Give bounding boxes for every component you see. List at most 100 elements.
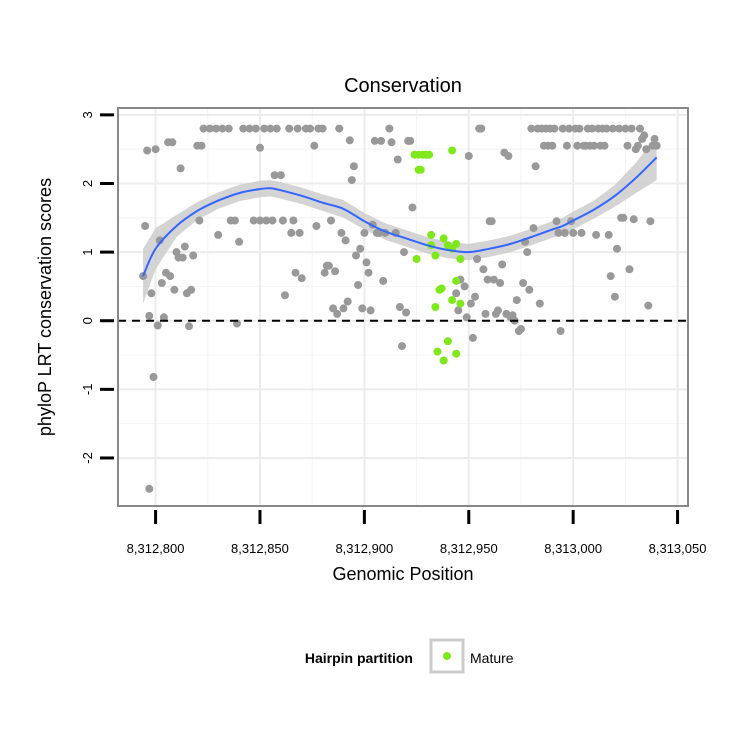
other-point	[489, 275, 498, 284]
other-point	[398, 342, 406, 351]
other-point	[366, 306, 375, 315]
trend-layer	[142, 156, 658, 277]
other-point	[310, 141, 319, 150]
other-point	[560, 228, 569, 237]
other-point	[347, 176, 356, 185]
other-point	[377, 136, 386, 145]
other-point	[498, 260, 507, 269]
other-point	[454, 306, 463, 315]
other-point	[159, 313, 168, 322]
x-tick-label: 8,312,850	[231, 541, 289, 556]
other-point	[554, 228, 563, 237]
y-tick-label: 2	[80, 180, 95, 187]
other-point	[452, 289, 461, 298]
other-point	[494, 306, 502, 315]
mature-points	[410, 146, 465, 365]
mature-point	[452, 349, 461, 358]
gridlines	[118, 108, 688, 506]
other-point	[602, 124, 611, 133]
other-point	[590, 141, 598, 150]
other-point	[523, 248, 532, 257]
other-point	[285, 124, 294, 133]
legend-title: Hairpin partition	[305, 650, 413, 666]
other-point	[141, 222, 150, 230]
other-point	[278, 216, 287, 225]
other-point	[289, 216, 298, 225]
other-point	[573, 141, 582, 150]
y-tick-label: -2	[80, 452, 95, 464]
y-tick-label: 0	[80, 317, 95, 324]
other-point	[268, 216, 277, 225]
other-point	[610, 292, 619, 301]
other-point	[519, 279, 528, 287]
other-point	[143, 146, 152, 155]
mature-point	[456, 255, 465, 263]
other-point	[272, 124, 281, 133]
mature-point	[439, 234, 448, 243]
other-point	[487, 217, 496, 226]
other-point	[260, 124, 269, 133]
other-point	[531, 162, 540, 171]
other-point	[214, 230, 223, 239]
other-point	[512, 296, 521, 305]
other-point	[550, 124, 559, 133]
other-point	[195, 216, 204, 225]
mature-point	[431, 303, 440, 311]
other-point	[496, 279, 505, 287]
mature-point	[416, 165, 425, 174]
mature-point	[452, 276, 461, 285]
other-point	[239, 124, 248, 133]
other-point	[629, 215, 638, 224]
y-tick-label: -1	[80, 384, 95, 396]
other-point	[527, 124, 536, 133]
other-point	[406, 136, 415, 145]
other-point	[633, 141, 642, 150]
other-point	[621, 124, 630, 133]
other-point	[650, 134, 659, 143]
other-point	[185, 322, 193, 331]
other-point	[205, 124, 214, 133]
other-point	[400, 248, 408, 257]
other-point	[385, 124, 394, 133]
other-point	[345, 136, 354, 145]
other-point	[287, 228, 296, 237]
other-point	[646, 217, 655, 226]
other-point	[608, 124, 617, 133]
other-point	[293, 124, 302, 133]
other-point	[364, 268, 373, 277]
other-point	[393, 155, 402, 164]
other-point	[642, 145, 651, 154]
other-point	[623, 141, 632, 150]
other-point	[636, 124, 644, 133]
other-point	[341, 236, 350, 245]
y-axis: -2 -1 0 1 2 3	[80, 111, 114, 464]
other-point	[604, 230, 613, 239]
other-point	[525, 285, 534, 294]
other-point	[479, 265, 488, 274]
y-axis-label: phyloP LRT conservation scores	[35, 178, 55, 436]
x-axis-label: Genomic Position	[332, 564, 473, 584]
mature-point	[448, 146, 457, 155]
other-point	[644, 301, 653, 310]
mature-point	[452, 239, 461, 248]
other-point	[320, 268, 329, 277]
other-point	[379, 276, 388, 285]
other-point	[145, 311, 154, 320]
other-point	[471, 292, 479, 301]
other-point	[306, 124, 315, 133]
mature-point	[448, 296, 457, 305]
other-point	[339, 304, 348, 313]
other-point	[477, 124, 486, 133]
other-point	[291, 268, 300, 277]
other-point	[408, 203, 417, 212]
other-point	[170, 285, 179, 294]
other-point	[249, 216, 258, 225]
mature-point	[431, 251, 440, 260]
other-point	[155, 236, 164, 245]
other-point	[335, 124, 344, 133]
other-point	[180, 242, 189, 251]
other-point	[575, 124, 584, 133]
x-tick-label: 8,313,050	[649, 541, 707, 556]
other-point	[562, 141, 571, 150]
